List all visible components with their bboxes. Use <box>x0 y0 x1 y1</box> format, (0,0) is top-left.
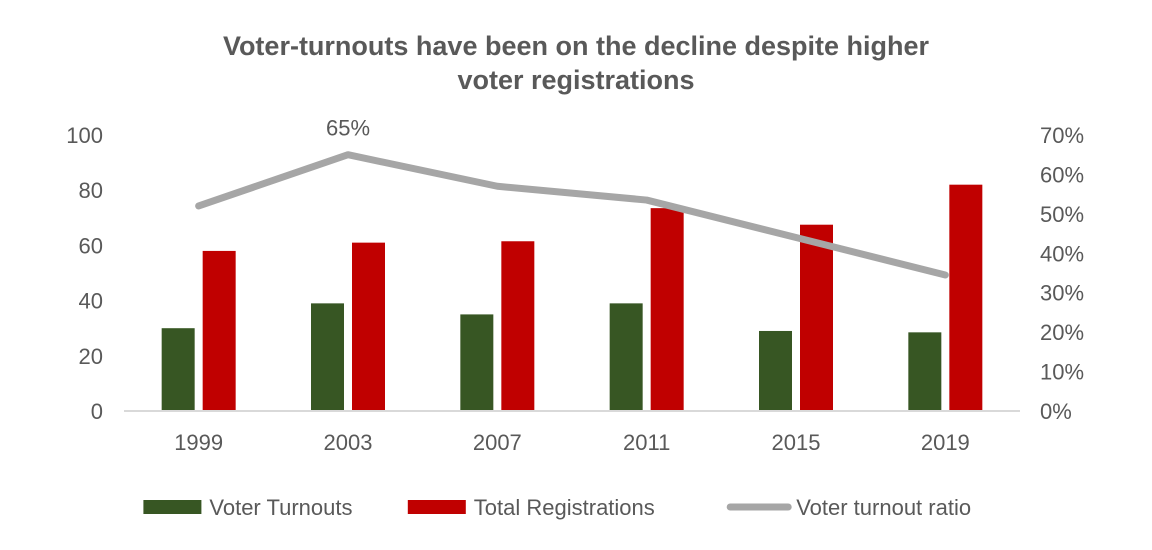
y-left-tick-label: 20 <box>79 344 103 369</box>
y-left-tick-label: 0 <box>91 399 103 424</box>
chart-title: Voter-turnouts have been on the decline … <box>223 31 930 95</box>
plot-area: 0 20 40 60 80 100 0% 10% 20% 30% 40% 50% 60% 70% 1999 2… <box>66 116 1084 455</box>
x-tick-label: 2007 <box>473 430 522 455</box>
legend-label-voter-turnout-ratio: Voter turnout ratio <box>796 495 971 520</box>
bar-total-registrations <box>501 241 535 411</box>
legend: Voter Turnouts Total Registrations Voter t… <box>143 495 971 520</box>
bar-total-registrations <box>352 242 385 411</box>
y-left-tick-label: 100 <box>66 123 103 148</box>
line-voter-turnout-ratio <box>195 151 949 279</box>
x-tick-label: 1999 <box>174 430 223 455</box>
y-right-tick-label: 50% <box>1040 202 1084 227</box>
legend-swatch-voter-turnouts <box>143 500 202 514</box>
legend-label-total-registrations: Total Registrations <box>474 495 655 520</box>
y-right-tick-label: 20% <box>1040 320 1084 345</box>
bar-voter-turnouts <box>460 314 494 411</box>
bar-voter-turnouts <box>161 328 195 411</box>
bar-total-registrations <box>202 250 236 411</box>
bar-voter-turnouts <box>759 330 792 411</box>
x-tick-label: 2019 <box>921 430 970 455</box>
bar-total-registrations <box>800 224 833 411</box>
y-left-tick-label: 80 <box>79 178 103 203</box>
data-label: 65% <box>326 116 370 141</box>
chart-title-line-2: voter registrations <box>457 65 694 95</box>
legend-swatch-total-registrations <box>407 500 466 514</box>
bar-total-registrations <box>949 184 983 411</box>
chart-title-line-1: Voter-turnouts have been on the decline … <box>223 31 930 61</box>
bar-total-registrations <box>650 208 684 411</box>
y-right-tick-label: 30% <box>1040 281 1084 306</box>
x-tick-label: 2011 <box>623 430 670 455</box>
y-right-tick-label: 70% <box>1040 123 1084 148</box>
x-tick-label: 2015 <box>772 430 821 455</box>
y-right-tick-label: 0% <box>1040 399 1072 424</box>
bar-voter-turnouts <box>908 332 942 411</box>
legend-label-voter-turnouts: Voter Turnouts <box>209 495 352 520</box>
y-left-tick-label: 40 <box>79 289 103 314</box>
bar-voter-turnouts <box>311 303 344 411</box>
y-right-tick-label: 40% <box>1040 241 1084 266</box>
y-right-tick-label: 10% <box>1040 360 1084 385</box>
bar-voter-turnouts <box>609 303 643 411</box>
x-tick-label: 2003 <box>324 430 373 455</box>
y-left-tick-label: 60 <box>79 233 103 258</box>
y-right-tick-label: 60% <box>1040 162 1084 187</box>
